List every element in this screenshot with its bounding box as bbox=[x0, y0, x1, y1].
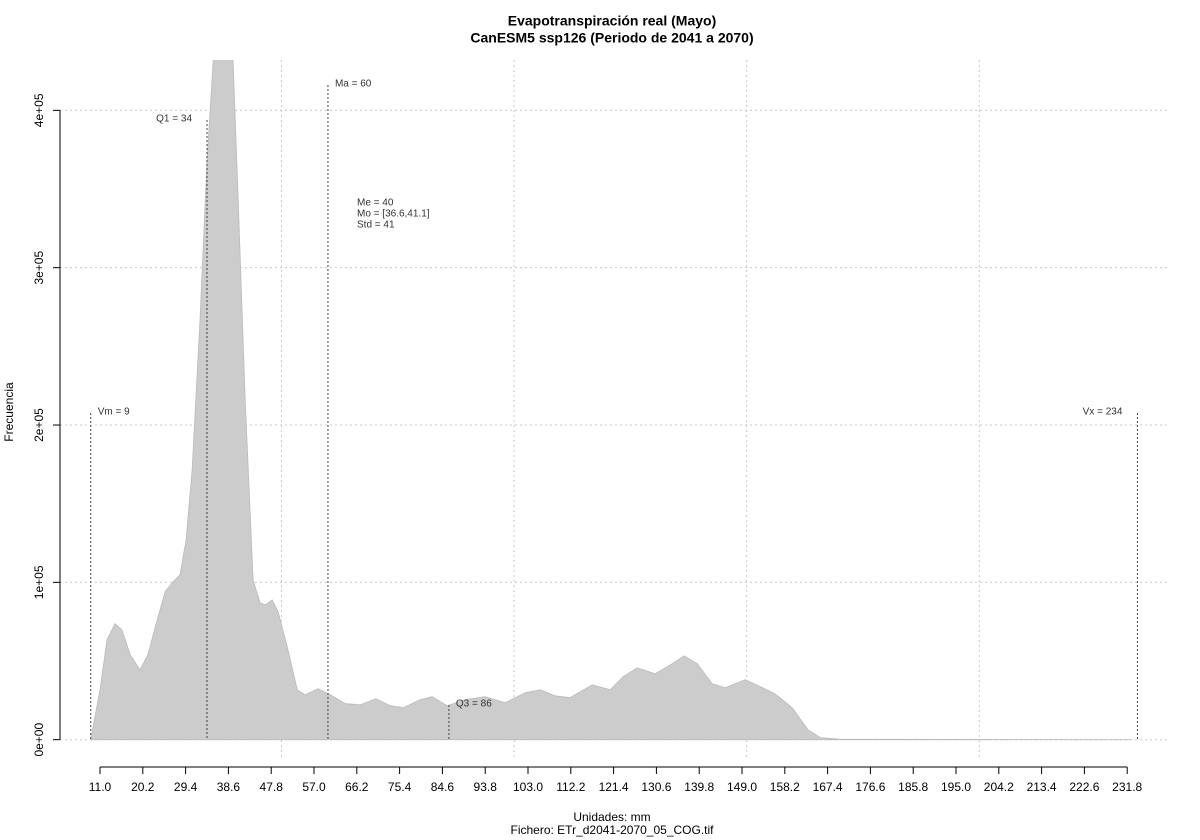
x-tick-label: 158.2 bbox=[770, 780, 800, 794]
x-tick-label: 57.0 bbox=[302, 780, 326, 794]
x-tick-label: 112.2 bbox=[556, 780, 585, 794]
density-area bbox=[90, 60, 1131, 741]
x-axis-label: Unidades: mm bbox=[573, 810, 650, 824]
x-tick-label: 20.2 bbox=[131, 780, 155, 794]
x-tick-label: 121.4 bbox=[599, 780, 629, 794]
x-tick-label: 84.6 bbox=[431, 780, 455, 794]
y-tick-label: 2e+05 bbox=[32, 408, 46, 442]
stats-text: Std = 41 bbox=[357, 220, 395, 231]
x-tick-label: 38.6 bbox=[217, 780, 241, 794]
x-tick-label: 139.8 bbox=[684, 780, 714, 794]
x-tick-label: 167.4 bbox=[813, 780, 843, 794]
chart-subtitle: CanESM5 ssp126 (Periodo de 2041 a 2070) bbox=[470, 30, 753, 46]
y-tick-label: 0e+00 bbox=[32, 723, 46, 757]
x-tick-label: 29.4 bbox=[174, 780, 198, 794]
stat-label: Q3 = 86 bbox=[456, 699, 492, 710]
x-tick-label: 204.2 bbox=[984, 780, 1014, 794]
x-tick-label: 103.0 bbox=[513, 780, 543, 794]
x-tick-label: 47.8 bbox=[260, 780, 284, 794]
y-axis-label: Frecuencia bbox=[2, 382, 16, 442]
stat-label: Vm = 9 bbox=[98, 407, 130, 418]
x-tick-label: 213.4 bbox=[1027, 780, 1057, 794]
x-tick-label: 222.6 bbox=[1069, 780, 1099, 794]
x-tick-label: 130.6 bbox=[641, 780, 671, 794]
y-tick-label: 3e+05 bbox=[32, 251, 46, 285]
y-tick-label: 1e+05 bbox=[32, 565, 46, 599]
stats-text: Mo = [36.6,41.1] bbox=[357, 209, 430, 220]
x-tick-label: 149.0 bbox=[727, 780, 757, 794]
x-tick-label: 75.4 bbox=[388, 780, 412, 794]
x-tick-label: 185.8 bbox=[898, 780, 928, 794]
stat-label: Q1 = 34 bbox=[156, 114, 192, 125]
chart-title: Evapotranspiración real (Mayo) bbox=[508, 13, 717, 29]
stat-label: Ma = 60 bbox=[335, 79, 372, 90]
x-tick-label: 231.8 bbox=[1112, 780, 1142, 794]
stats-text: Me = 40 bbox=[357, 198, 394, 209]
x-tick-label: 11.0 bbox=[89, 780, 112, 794]
x-tick-label: 66.2 bbox=[345, 780, 369, 794]
caption: Fichero: ETr_d2041-2070_05_COG.tif bbox=[511, 823, 715, 837]
stat-label: Vx = 234 bbox=[1083, 407, 1123, 418]
x-tick-label: 93.8 bbox=[474, 780, 498, 794]
x-tick-label: 195.0 bbox=[941, 780, 971, 794]
y-tick-label: 4e+05 bbox=[32, 93, 46, 127]
x-tick-label: 176.6 bbox=[855, 780, 885, 794]
